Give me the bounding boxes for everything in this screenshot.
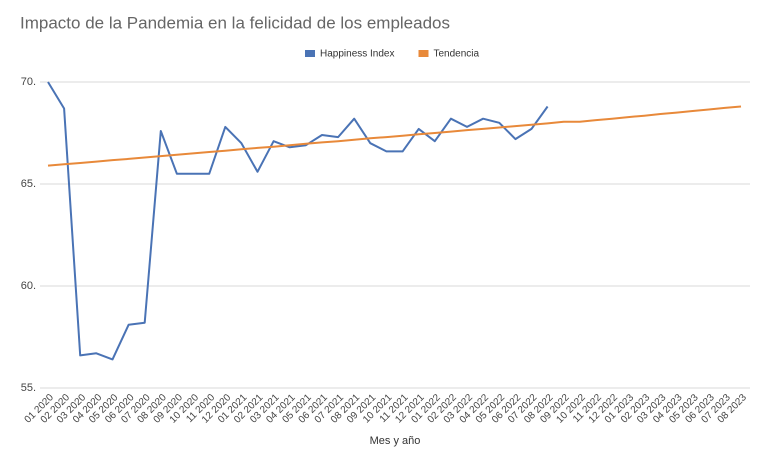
chart-title: Impacto de la Pandemia en la felicidad d… xyxy=(20,13,450,32)
y-tick-label: 70. xyxy=(21,76,36,88)
legend-swatch xyxy=(418,50,429,57)
legend-label: Happiness Index xyxy=(320,49,395,60)
y-tick-label: 55. xyxy=(21,382,36,394)
y-tick-label: 60. xyxy=(21,280,36,292)
series-line xyxy=(47,105,742,167)
y-tick-label: 65. xyxy=(21,178,36,190)
legend-label: Tendencia xyxy=(434,49,480,60)
legend-swatch xyxy=(305,50,315,57)
series-line xyxy=(47,81,549,361)
x-axis-label: Mes y año xyxy=(370,435,421,447)
